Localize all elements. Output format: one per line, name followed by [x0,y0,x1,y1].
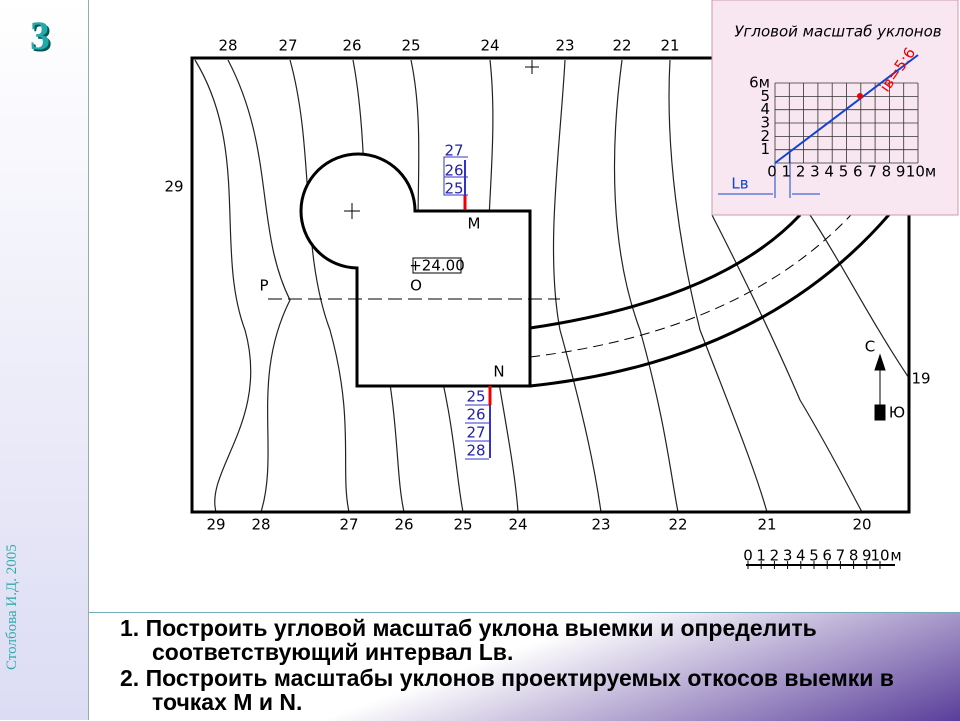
task: 2. Построить масштабы уклонов проектируе… [120,665,894,715]
inset-x-label: 1 [782,163,792,181]
inset-grid [774,82,919,164]
inset-x-label: 0 [767,163,777,181]
point-label: M [468,215,481,233]
contour-label: 24 [480,37,499,55]
point-label: N [493,363,504,381]
slide-number: 3 [30,13,50,58]
inset-x-label: 4 [824,163,834,181]
point-label: P [259,277,268,295]
scale-tick: 3 [783,547,793,565]
slope-line [774,54,919,164]
contour-label: 22 [612,37,631,55]
contour-label: 24 [508,516,527,534]
inset-y-label: 5 [760,87,770,105]
sidebar [0,0,89,720]
contour-label: 23 [555,37,574,55]
scale-tick: 0 [743,547,753,565]
contour [552,59,602,513]
contour [289,59,350,513]
scale-tick: 10 [870,547,889,565]
contour [809,214,910,379]
scale-label: 28 [466,442,485,460]
contour [194,59,252,513]
scale-label: 26 [466,406,485,424]
site-border [190,56,911,514]
inset-x-label: 10м [906,163,936,181]
contour-label: 29 [164,178,183,196]
elevation-box [412,257,462,274]
scale-label: 27 [466,424,485,442]
scale-tick: 8 [849,547,859,565]
pit-outline [299,152,532,388]
inset-y-label: 2 [760,127,770,145]
n-scale [465,404,489,460]
point-label: O [410,277,422,295]
inset-y-label: 4 [760,100,770,118]
inset-x-label: 2 [796,163,806,181]
compass-label: Ю [889,404,905,422]
contour-label: 19 [911,370,930,388]
contour [668,59,768,513]
scale-tick: 1 [756,547,766,565]
scale-label: 26 [444,162,463,180]
compass-label: С [865,338,875,356]
contour-label: 25 [453,516,472,534]
scale-label: 27 [444,142,463,160]
contour [227,59,291,513]
compass [874,353,886,421]
road-axis [529,204,861,358]
contour-label: 21 [660,37,679,55]
contour-label: 29 [206,516,225,534]
scale-tick: 2 [770,547,780,565]
scale-tick: 4 [796,547,806,565]
contour-label: 27 [278,37,297,55]
contour-label: 28 [218,37,237,55]
contour-label: 22 [668,516,687,534]
contour-label: 25 [401,37,420,55]
contour-label: 23 [591,516,610,534]
road [529,189,911,388]
interval-label: Lв [731,175,748,193]
contour-label: 21 [757,516,776,534]
inset-y-label: 3 [760,113,770,131]
scale-tick: 6 [822,547,832,565]
inset-x-label: 7 [867,163,877,181]
inset-y-label: 1 [760,140,770,158]
inset-x-label: 3 [810,163,820,181]
contour-label: 27 [339,516,358,534]
contour [711,214,863,513]
inset-y-label: 6м [749,74,770,92]
m-scale [443,156,468,196]
inset-x-label: 9 [896,163,906,181]
inset-x-label: 5 [839,163,849,181]
contour [613,59,679,513]
elevation: +24.00 [409,257,465,275]
contour-label: 28 [251,516,270,534]
scale-unit: м [890,547,901,565]
task: 1. Построить угловой масштаб уклона выем… [120,615,817,665]
task-panel [89,612,960,721]
interval-marks [718,152,820,198]
scale-tick: 7 [836,547,846,565]
contour-label: 26 [394,516,413,534]
inset-x-label: 6 [853,163,863,181]
slope-point [857,93,863,99]
inset [711,0,959,216]
cross [344,60,539,219]
scale-tick: 5 [809,547,819,565]
contour-label: 26 [342,37,361,55]
inset-title: Угловой масштаб уклонов [734,23,941,41]
inset-x-label: 8 [882,163,892,181]
scale-tick: 9 [862,547,872,565]
contour-label: 20 [852,516,871,534]
scale-label: 25 [444,180,463,198]
scale-label: 25 [466,388,485,406]
